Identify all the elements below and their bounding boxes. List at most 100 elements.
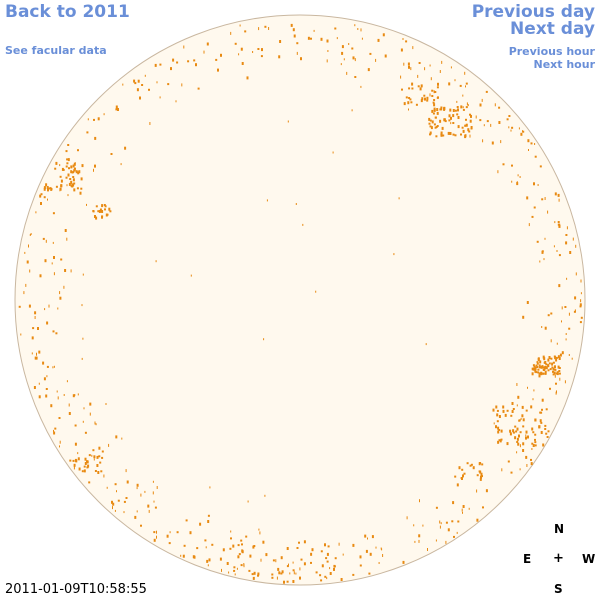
facula-speck: [70, 165, 73, 169]
facula-speck: [516, 182, 519, 186]
facula-speck: [298, 541, 300, 544]
facula-speck: [532, 431, 535, 434]
facula-speck: [534, 366, 537, 370]
facula-speck: [486, 120, 489, 123]
facula-speck: [243, 563, 245, 566]
facula-speck: [456, 531, 458, 534]
facula-speck: [167, 83, 170, 86]
facula-speck: [502, 163, 505, 166]
facula-speck: [69, 459, 72, 462]
next-day-link[interactable]: Next day: [510, 19, 595, 39]
facula-speck: [544, 370, 547, 374]
facula-speck: [557, 365, 560, 369]
facula-speck: [239, 24, 241, 27]
facula-speck: [405, 40, 408, 43]
facula-speck: [33, 386, 36, 389]
facula-speck: [326, 577, 328, 580]
facula-speck: [253, 571, 256, 575]
facula-speck: [429, 64, 431, 67]
facula-speck: [26, 260, 29, 264]
facula-speck: [60, 184, 63, 188]
facula-speck: [457, 116, 460, 119]
facula-speck: [516, 383, 518, 386]
facula-speck: [516, 441, 519, 443]
facula-speck: [59, 187, 62, 191]
facula-speck: [457, 520, 460, 523]
facula-speck: [510, 414, 513, 417]
facula-speck: [68, 403, 70, 407]
facula-speck: [295, 572, 297, 575]
facula-speck: [78, 467, 81, 471]
facula-speck: [257, 574, 259, 577]
facula-speck: [556, 342, 558, 345]
facula-speck: [433, 103, 436, 107]
facula-speck: [66, 184, 68, 187]
facula-speck: [535, 364, 538, 367]
facula-speck: [222, 548, 225, 552]
facula-speck: [18, 305, 21, 308]
facula-speck: [320, 550, 323, 553]
facula-speck: [290, 23, 293, 27]
facula-speck: [258, 528, 260, 531]
facula-speck: [554, 356, 557, 360]
facula-speck: [550, 339, 552, 343]
facula-speck: [498, 121, 501, 124]
facula-speck: [462, 108, 465, 111]
facula-speck: [426, 99, 429, 102]
facula-speck: [548, 356, 551, 359]
facula-speck: [103, 113, 105, 116]
facula-speck: [442, 134, 445, 137]
facula-speck: [526, 196, 529, 200]
facula-speck: [265, 553, 268, 557]
facula-speck: [402, 560, 405, 564]
facula-speck: [180, 554, 182, 557]
facula-speck: [375, 58, 377, 62]
facula-speck: [56, 390, 58, 393]
facula-speck: [561, 351, 564, 355]
previous-day-link[interactable]: Previous day: [471, 2, 595, 22]
facula-speck: [74, 167, 76, 170]
facula-speck: [357, 28, 359, 30]
previous-hour-link[interactable]: Previous hour: [508, 45, 595, 58]
facula-speck: [478, 462, 481, 466]
see-facular-data-link[interactable]: See facular data: [5, 44, 107, 57]
facula-speck: [93, 458, 95, 461]
facula-speck: [72, 176, 75, 178]
facula-speck: [410, 67, 412, 71]
facula-speck: [531, 448, 533, 450]
facula-speck: [506, 409, 509, 412]
facula-speck: [315, 571, 318, 574]
facula-speck: [262, 540, 265, 544]
facula-speck: [46, 375, 48, 378]
facula-speck: [554, 374, 556, 378]
facula-speck: [424, 97, 426, 101]
facula-speck: [542, 443, 545, 447]
facula-speck: [49, 187, 52, 190]
facula-speck: [66, 380, 68, 383]
facula-speck: [57, 307, 59, 310]
facula-speck: [67, 158, 70, 162]
facula-speck: [481, 98, 483, 102]
next-hour-link[interactable]: Next hour: [533, 58, 596, 71]
facula-speck: [45, 388, 48, 390]
facula-speck: [465, 106, 468, 109]
facula-speck: [144, 74, 146, 77]
back-to-year-link[interactable]: Back to 2011: [5, 2, 130, 22]
facula-speck: [451, 520, 454, 523]
facula-speck: [475, 115, 477, 119]
facula-speck: [545, 366, 548, 370]
facula-speck: [152, 480, 154, 483]
facula-speck: [96, 455, 99, 459]
facula-speck: [247, 500, 249, 503]
facula-speck: [45, 183, 48, 187]
facula-speck: [39, 194, 42, 198]
facula-speck: [100, 470, 103, 473]
facula-speck: [98, 446, 101, 450]
facula-speck: [169, 531, 171, 534]
facula-speck: [59, 296, 62, 300]
facula-speck: [478, 470, 481, 473]
facula-speck: [551, 362, 554, 366]
facula-speck: [66, 158, 69, 161]
facula-speck: [73, 182, 76, 185]
facula-speck: [84, 457, 87, 461]
